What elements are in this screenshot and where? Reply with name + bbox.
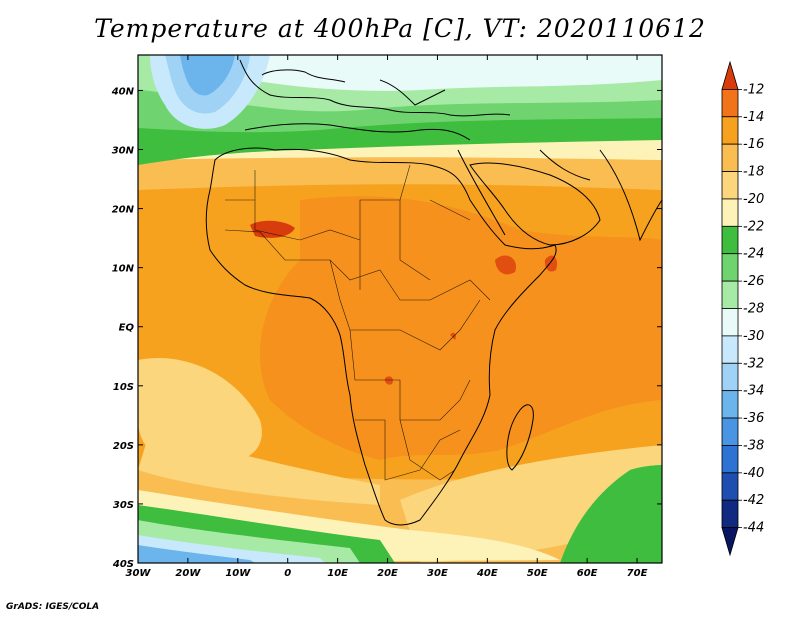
lon-tick-label: 20E <box>377 568 398 579</box>
colorbar-segment <box>721 527 739 557</box>
plot-frame <box>137 54 663 564</box>
colorbar-label: -28 <box>743 302 764 317</box>
lat-tick-label: 10S <box>113 382 134 393</box>
lon-tick-label: 60E <box>577 568 598 579</box>
colorbar-segment <box>721 143 739 172</box>
colorbar-segment <box>721 88 739 118</box>
lat-tick-label: 30S <box>113 500 134 511</box>
colorbar-label: -22 <box>743 219 764 234</box>
colorbar-label: -42 <box>743 493 764 508</box>
colorbar-segment <box>721 499 739 529</box>
colorbar-label: -12 <box>743 82 764 97</box>
colorbar-label: -38 <box>743 438 764 453</box>
credit-label: GrADS: IGES/COLA <box>6 602 100 612</box>
colorbar-label: -20 <box>743 192 764 207</box>
lat-tick-label: EQ <box>119 323 135 334</box>
colorbar-segment <box>721 198 739 227</box>
colorbar: -12 -14 -16 -18 -20 -22 -24 -26 -28 -30 -32 -34 -36 -… <box>721 60 764 557</box>
colorbar-label: -18 <box>743 165 764 180</box>
colorbar-segment <box>721 472 739 501</box>
map-title: Temperature at 400hPa [C], VT: 202011061… <box>94 14 706 43</box>
colorbar-label: -40 <box>743 466 764 481</box>
colorbar-segment <box>721 308 739 337</box>
lon-tick-label: 30W <box>126 568 152 579</box>
colorbar-label: -44 <box>743 521 764 536</box>
colorbar-label: -24 <box>743 247 764 262</box>
colorbar-label: -26 <box>743 274 764 289</box>
lon-tick-label: 30E <box>427 568 448 579</box>
colorbar-segment <box>721 116 739 145</box>
colorbar-segment <box>721 390 739 419</box>
coastlines <box>205 59 662 526</box>
colorbar-segment <box>721 171 739 200</box>
colorbar-segment <box>721 417 739 446</box>
lat-tick-label: 40S <box>112 559 134 570</box>
colorbar-label: -14 <box>743 110 764 125</box>
colorbar-label: -30 <box>743 329 764 344</box>
colorbar-segment <box>721 335 739 364</box>
colorbar-label: -36 <box>743 411 764 426</box>
lat-tick-label: 20N <box>112 205 135 216</box>
colorbar-segment <box>721 225 739 255</box>
colorbar-label: -34 <box>743 384 764 399</box>
lon-tick-label: 20W <box>175 568 201 579</box>
lat-tick-label: 10N <box>112 264 135 275</box>
colorbar-label: -16 <box>743 137 764 152</box>
temperature-field <box>138 55 662 563</box>
lat-tick-label: 30N <box>112 146 135 157</box>
lon-tick-label: 40E <box>476 568 498 579</box>
lat-tick-label: 40N <box>111 86 135 97</box>
lon-tick-label: 50E <box>527 568 548 579</box>
lon-tick-label: 10E <box>327 568 348 579</box>
lon-tick-label: 0 <box>284 568 291 579</box>
colorbar-segment <box>721 445 739 474</box>
colorbar-segment <box>721 280 739 309</box>
lat-tick-label: 20S <box>113 441 134 452</box>
colorbar-segment <box>721 362 739 392</box>
colorbar-segment <box>721 253 739 282</box>
country-borders <box>224 164 491 481</box>
lon-tick-label: 70E <box>627 568 648 579</box>
lon-tick-label: 10W <box>225 568 251 579</box>
colorbar-segment <box>721 60 739 90</box>
colorbar-label: -32 <box>743 356 764 371</box>
